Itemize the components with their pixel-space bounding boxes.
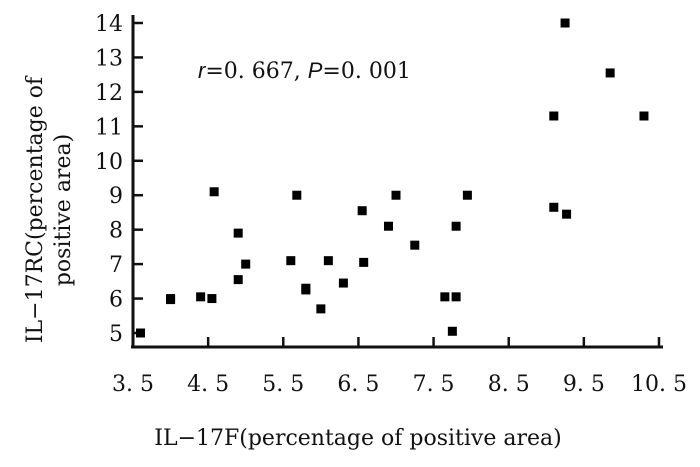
data-point (338, 278, 348, 288)
data-point (286, 256, 296, 266)
y-axis-title-line-2: positive area) (51, 134, 76, 286)
data-point (639, 111, 649, 121)
x-axis-title: IL−17F(percentage of positive area) (154, 426, 561, 451)
r-symbol: r (198, 58, 207, 83)
data-point (323, 256, 333, 266)
y-tick-label: 13 (95, 46, 123, 71)
data-point (316, 304, 326, 314)
x-ticks: 3. 5 4. 5 5. 5 6. 5 7. 5 8. 5 9. 5 10. 5 (112, 337, 687, 397)
correlation-annotation: r=0. 667, P=0. 001 (198, 58, 411, 84)
p-value: =0. 001 (322, 59, 410, 84)
data-point (451, 221, 461, 231)
data-point (136, 328, 146, 338)
y-tick-label: 11 (95, 115, 123, 140)
x-tick-label: 10. 5 (631, 372, 687, 397)
x-axis: 3. 5 4. 5 5. 5 6. 5 7. 5 8. 5 9. 5 10. 5 (112, 337, 687, 397)
x-tick-label: 3. 5 (112, 372, 154, 397)
data-point (241, 259, 251, 269)
data-point (383, 221, 393, 231)
data-point (359, 257, 369, 267)
data-point (549, 202, 559, 212)
y-tick-label: 9 (109, 184, 123, 209)
x-tick-label: 6. 5 (337, 372, 379, 397)
y-tick-label: 8 (109, 219, 123, 244)
data-point (209, 187, 219, 197)
r-value: =0. 667, (205, 59, 307, 84)
data-point (301, 285, 311, 295)
data-point (207, 294, 217, 304)
data-point (357, 206, 367, 216)
y-tick-label: 10 (95, 150, 123, 175)
data-points (136, 18, 649, 338)
data-point (451, 292, 461, 302)
data-point (196, 292, 206, 302)
y-axis-title-line-1: IL−17RC(percentage of (23, 75, 48, 343)
x-tick-label: 4. 5 (187, 372, 229, 397)
p-symbol: P (308, 58, 323, 83)
data-point (562, 209, 572, 219)
y-tick-label: 12 (95, 81, 123, 106)
x-tick-label: 7. 5 (413, 372, 455, 397)
data-point (605, 68, 615, 78)
y-axis-title: IL−17RC(percentage of positive area) (23, 75, 76, 343)
y-tick-label: 7 (109, 253, 123, 278)
x-tick-label: 5. 5 (262, 372, 304, 397)
data-point (549, 111, 559, 121)
data-point (233, 228, 243, 238)
data-point (560, 18, 570, 28)
x-tick-label: 9. 5 (563, 372, 605, 397)
data-point (233, 275, 243, 285)
data-point (447, 326, 457, 336)
x-tick-label: 8. 5 (488, 372, 530, 397)
data-point (410, 240, 420, 250)
y-tick-label: 5 (109, 322, 123, 347)
data-point (462, 190, 472, 200)
y-tick-label: 6 (109, 288, 123, 313)
y-tick-label: 14 (95, 12, 123, 37)
data-point (391, 190, 401, 200)
data-point (166, 295, 176, 305)
data-point (292, 190, 302, 200)
data-point (440, 292, 450, 302)
y-axis: 5 6 7 8 9 10 11 12 13 14 (95, 12, 143, 347)
y-ticks: 5 6 7 8 9 10 11 12 13 14 (95, 12, 143, 347)
